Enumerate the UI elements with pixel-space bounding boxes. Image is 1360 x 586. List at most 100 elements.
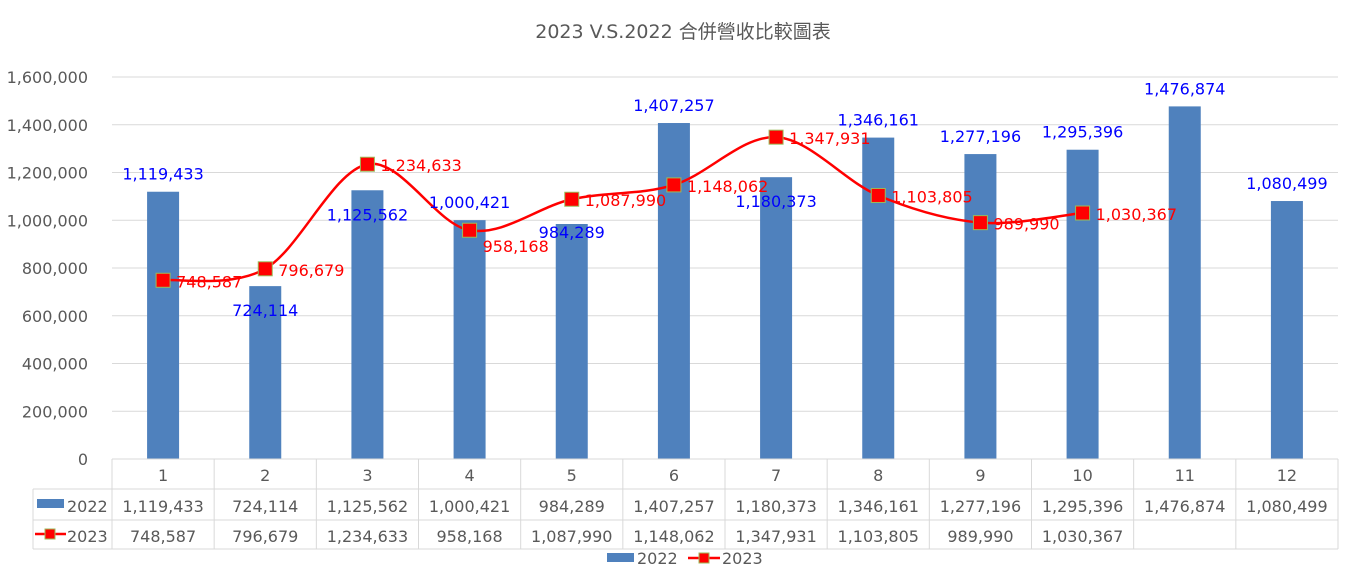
markers-2023 — [155, 129, 1091, 288]
bar-data-label: 1,125,562 — [327, 205, 408, 224]
legend-label: 2023 — [722, 549, 763, 568]
table-cell: 1,407,257 — [633, 497, 714, 516]
legend-label: 2022 — [637, 549, 678, 568]
table-cell: 796,679 — [232, 527, 298, 546]
y-tick-label: 1,600,000 — [7, 68, 88, 87]
marker — [1075, 205, 1091, 221]
bar-data-label: 1,346,161 — [838, 111, 919, 130]
table-cell: 1,080,499 — [1246, 497, 1327, 516]
bar — [1168, 106, 1201, 459]
table-cell: 1,346,161 — [838, 497, 919, 516]
line-data-label: 989,990 — [993, 215, 1059, 234]
line-data-label: 1,234,633 — [380, 156, 461, 175]
table-cell: 748,587 — [130, 527, 196, 546]
x-tick-label: 4 — [464, 466, 474, 485]
y-tick-label: 200,000 — [22, 402, 88, 421]
bar-data-label: 1,295,396 — [1042, 123, 1123, 142]
y-tick-label: 400,000 — [22, 355, 88, 374]
bar-data-label: 1,000,421 — [429, 193, 510, 212]
bar — [1066, 149, 1099, 460]
y-tick-label: 800,000 — [22, 259, 88, 278]
y-tick-label: 1,400,000 — [7, 116, 88, 135]
marker — [257, 261, 273, 277]
x-tick-label: 12 — [1277, 466, 1297, 485]
line-data-label: 796,679 — [278, 261, 344, 280]
marker — [564, 191, 580, 207]
table-cell: 1,277,196 — [940, 497, 1021, 516]
bar-data-label: 1,180,373 — [735, 192, 816, 211]
bar — [453, 220, 486, 459]
marker — [768, 129, 784, 145]
line-data-label: 1,087,990 — [585, 191, 666, 210]
marker — [870, 187, 886, 203]
y-axis: 0 200,000 400,000 600,000 800,000 1,000,000 1,… — [7, 68, 88, 469]
bar-data-label: 1,080,499 — [1246, 174, 1327, 193]
line-2023 — [162, 135, 1083, 283]
line-data-label: 748,587 — [176, 272, 242, 291]
table-cell: 1,234,633 — [327, 527, 408, 546]
table-cell: 1,000,421 — [429, 497, 510, 516]
y-tick-label: 1,200,000 — [7, 164, 88, 183]
line-data-label: 958,168 — [483, 237, 549, 256]
x-tick-label: 1 — [158, 466, 168, 485]
table-cell: 989,990 — [947, 527, 1013, 546]
bar — [964, 154, 997, 459]
bar — [1270, 201, 1303, 459]
marker — [155, 272, 171, 288]
chart-title: 2023 V.S.2022 合併營收比較圖表 — [535, 21, 830, 43]
bar — [657, 123, 690, 459]
bar-data-label: 1,119,433 — [122, 165, 203, 184]
series-name: 2022 — [67, 497, 108, 516]
line-data-label: 1,148,062 — [687, 177, 768, 196]
marker — [359, 156, 375, 172]
table-cell: 1,347,931 — [735, 527, 816, 546]
line-data-label: 1,103,805 — [891, 187, 972, 206]
data-labels: 1,119,433 724,114 1,125,562 1,000,421 984,28… — [122, 79, 1327, 320]
x-tick-label: 9 — [975, 466, 985, 485]
bar — [555, 224, 588, 459]
legend: 2022 2023 — [607, 549, 763, 568]
y-tick-label: 600,000 — [22, 307, 88, 326]
data-table: 1 2 3 4 5 6 7 8 9 10 11 121,119,433 724,114 1,125,562… — [32, 458, 1339, 550]
legend-key-2022 — [607, 553, 634, 562]
x-tick-label: 8 — [873, 466, 883, 485]
table-cell: 1,119,433 — [122, 497, 203, 516]
line-data-label: 1,347,931 — [789, 129, 870, 148]
bar — [760, 177, 793, 459]
x-tick-label: 6 — [669, 466, 679, 485]
table-cell: 1,180,373 — [735, 497, 816, 516]
bar — [862, 137, 895, 459]
bar — [249, 286, 282, 459]
bar-data-label: 1,476,874 — [1144, 79, 1225, 98]
x-tick-label: 7 — [771, 466, 781, 485]
table-cell: 1,087,990 — [531, 527, 612, 546]
bar — [351, 190, 384, 459]
bar-data-label: 724,114 — [232, 301, 298, 320]
table-cell: 1,103,805 — [838, 527, 919, 546]
marker — [462, 222, 478, 238]
x-tick-label: 5 — [567, 466, 577, 485]
y-tick-label: 0 — [78, 450, 88, 469]
x-tick-label: 3 — [362, 466, 372, 485]
y-tick-label: 1,000,000 — [7, 211, 88, 230]
marker — [666, 177, 682, 193]
series-name: 2023 — [67, 527, 108, 546]
table-cell: 1,476,874 — [1144, 497, 1225, 516]
x-tick-label: 11 — [1175, 466, 1195, 485]
bar — [147, 191, 180, 460]
table-cell: 724,114 — [232, 497, 298, 516]
table-cell: 1,030,367 — [1042, 527, 1123, 546]
table-cell: 1,295,396 — [1042, 497, 1123, 516]
bar-data-label: 1,407,257 — [633, 96, 714, 115]
bar-data-label: 1,277,196 — [940, 127, 1021, 146]
marker — [972, 215, 988, 231]
x-tick-label: 2 — [260, 466, 270, 485]
gridlines — [112, 76, 1338, 460]
bars-2022 — [147, 106, 1303, 460]
table-cell: 1,148,062 — [633, 527, 714, 546]
table-cell: 984,289 — [539, 497, 605, 516]
table-cell: 1,125,562 — [327, 497, 408, 516]
bar-data-label: 984,289 — [539, 223, 605, 242]
line-data-label: 1,030,367 — [1096, 205, 1177, 224]
